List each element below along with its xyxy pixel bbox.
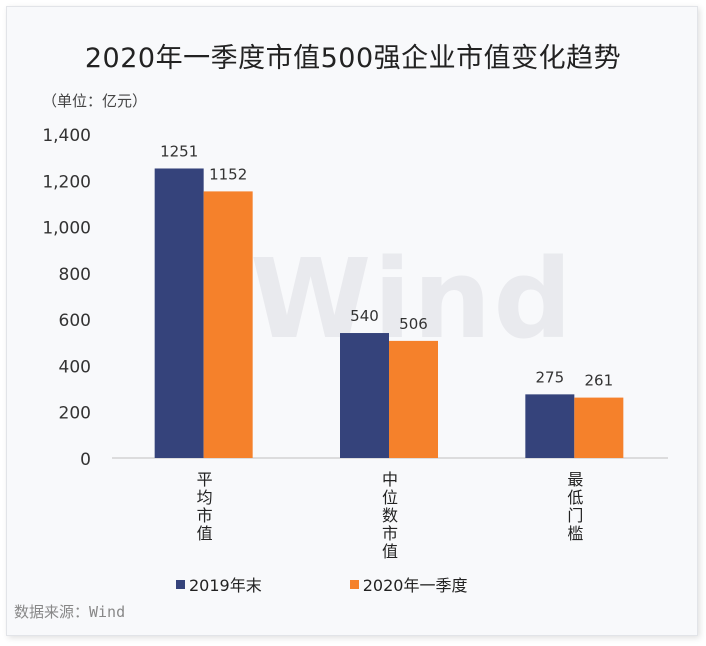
bar: [203, 191, 253, 458]
data-label: 506: [399, 315, 428, 333]
data-label: 540: [350, 307, 379, 325]
y-tick-label: 1,000: [42, 219, 91, 239]
legend-label-2019: 2019年末: [189, 576, 262, 595]
category-label-char: 均: [197, 488, 213, 507]
data-label: 1152: [209, 165, 247, 183]
y-tick-label: 0: [80, 450, 91, 470]
y-tick-label: 600: [59, 311, 91, 331]
category-label-char: 数: [382, 506, 398, 525]
bar: [574, 397, 624, 458]
category-label-char: 低: [567, 488, 583, 507]
data-label: 261: [585, 372, 614, 390]
category-label-char: 平: [197, 470, 213, 489]
category-label-char: 最: [567, 470, 583, 489]
category-label-char: 槛: [567, 524, 583, 543]
y-tick-label: 1,200: [42, 172, 91, 192]
category-label-char: 门: [567, 506, 583, 525]
category-label-char: 市: [382, 524, 398, 543]
y-tick-label: 400: [59, 357, 91, 377]
bar: [340, 333, 389, 458]
chart-title: 2020年一季度市值500强企业市值变化趋势: [84, 43, 622, 74]
legend-item-2020q1: 2020年一季度: [349, 572, 468, 596]
data-source: 数据来源：Wind: [14, 603, 126, 621]
category-label-char: 值: [382, 542, 398, 561]
legend-swatch-2020q1: [349, 579, 359, 589]
bar: [525, 394, 575, 458]
legend: 2019年末 2020年一季度: [176, 572, 555, 596]
data-label: 1251: [160, 142, 198, 160]
legend-item-2019: 2019年末: [176, 572, 262, 596]
category-label-char: 市: [197, 506, 213, 525]
chart-card: [6, 6, 698, 636]
bar: [154, 168, 204, 459]
legend-label-2020q1: 2020年一季度: [362, 576, 468, 595]
y-tick-label: 800: [59, 265, 91, 285]
y-tick-label: 1,400: [42, 126, 91, 146]
legend-swatch-2019: [176, 579, 185, 589]
category-label-char: 值: [197, 524, 213, 543]
y-tick-label: 200: [59, 404, 91, 424]
bar: [389, 340, 438, 458]
unit-label: （单位：亿元）: [42, 92, 148, 110]
data-label: 275: [536, 368, 565, 386]
category-label-char: 中: [382, 470, 398, 489]
category-label-char: 位: [382, 488, 398, 507]
